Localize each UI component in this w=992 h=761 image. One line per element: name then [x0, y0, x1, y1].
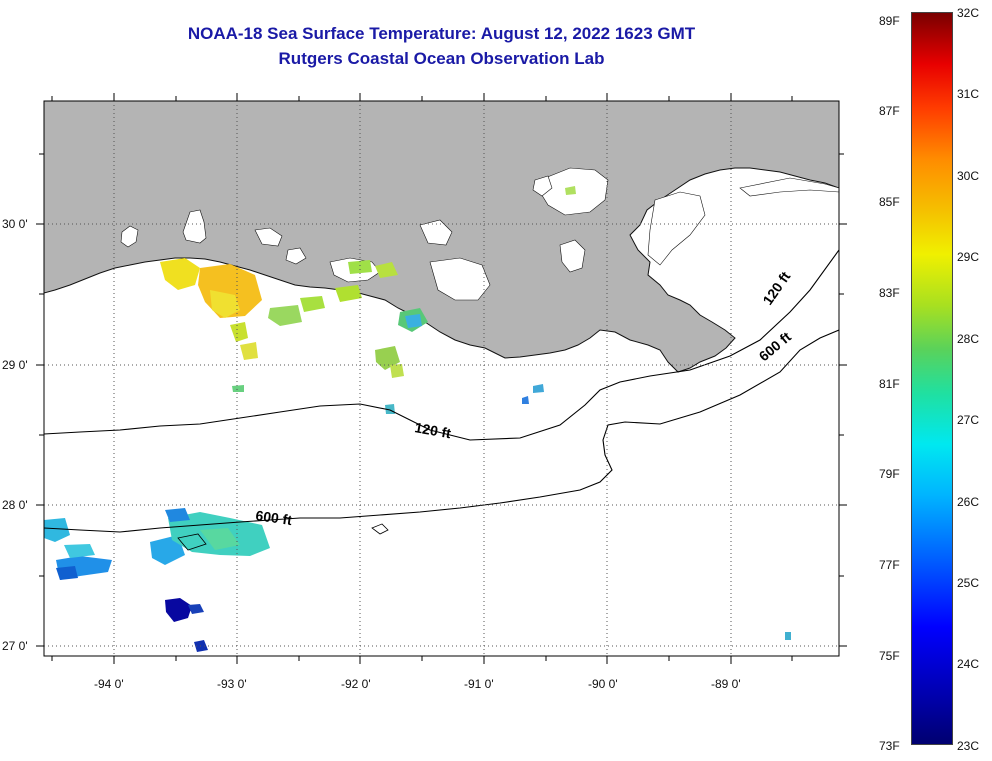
colorbar-label-c-23: 23C	[957, 739, 980, 753]
graticule	[44, 101, 839, 656]
sst-patches-offshore	[44, 508, 791, 652]
lat-label-27: 27 0'	[2, 639, 28, 653]
white-lake	[254, 227, 283, 247]
lon-label-91: -91 0'	[464, 677, 494, 691]
colorbar-label-f-85: 85F	[879, 195, 900, 209]
colorbar-label-c-25: 25C	[957, 576, 980, 590]
lat-label-30: 30 0'	[2, 217, 28, 231]
colorbar-label-f-83: 83F	[879, 286, 900, 300]
colorbar-label-f-77: 77F	[879, 558, 900, 572]
lon-label-92: -92 0'	[341, 677, 371, 691]
lon-label-90: -90 0'	[588, 677, 618, 691]
colorbar-label-f-79: 79F	[879, 467, 900, 481]
colorbar-label-c-31: 31C	[957, 87, 980, 101]
map-frame	[43, 100, 840, 657]
sst-patches	[160, 186, 576, 414]
barataria-bay	[559, 239, 586, 273]
contour-120ft-west	[44, 249, 839, 441]
colorbar-label-c-32: 32C	[957, 6, 980, 20]
colorbar-label-f-75: 75F	[879, 649, 900, 663]
colorbar-label-c-24: 24C	[957, 657, 980, 671]
contour-label-120ft-mid: 120 ft	[413, 419, 452, 441]
mississippi-sound	[739, 177, 839, 197]
grand-lake	[285, 247, 307, 265]
map-title: NOAA-18 Sea Surface Temperature: August …	[187, 24, 696, 43]
lake-borgne-area	[419, 219, 453, 246]
lat-label-28: 28 0'	[2, 498, 28, 512]
terrebonne-bay	[429, 257, 491, 301]
colorbar-label-c-30: 30C	[957, 169, 980, 183]
lon-label-89: -89 0'	[711, 677, 741, 691]
colorbar-label-f-81: 81F	[879, 377, 900, 391]
colorbar-label-f-89: 89F	[879, 14, 900, 28]
temperature-colorbar	[911, 12, 953, 745]
colorbar-label-f-87: 87F	[879, 104, 900, 118]
contour-600ft-west	[44, 329, 839, 533]
calcasieu-lake	[182, 209, 207, 244]
breton-sound	[647, 191, 706, 266]
lake-maurepas	[532, 175, 553, 197]
contour-label-600ft-mid: 600 ft	[255, 507, 294, 528]
colorbar-label-f-73: 73F	[879, 739, 900, 753]
contour-ring-2	[177, 533, 207, 551]
colorbar-label-c-28: 28C	[957, 332, 980, 346]
colorbar-label-c-27: 27C	[957, 413, 980, 427]
lon-label-94: -94 0'	[94, 677, 124, 691]
colorbar-label-c-26: 26C	[957, 495, 980, 509]
lon-label-93: -93 0'	[217, 677, 247, 691]
colorbar-label-c-29: 29C	[957, 250, 980, 264]
contour-ring	[371, 523, 389, 535]
tick-marks	[36, 93, 847, 664]
map-subtitle: Rutgers Coastal Ocean Observation Lab	[278, 49, 605, 68]
sabine-lake	[120, 225, 139, 248]
lat-label-29: 29 0'	[2, 358, 28, 372]
